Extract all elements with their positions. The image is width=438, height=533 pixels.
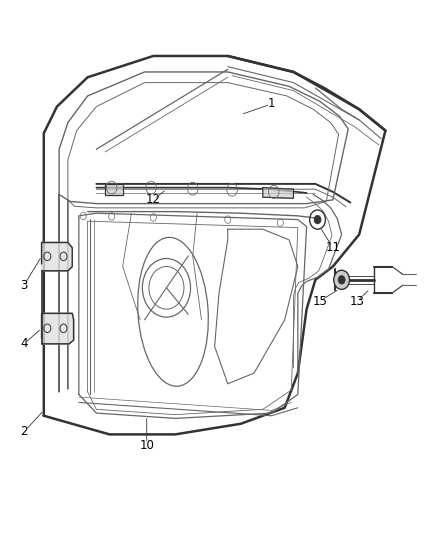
Circle shape bbox=[314, 215, 321, 224]
Text: 12: 12 bbox=[146, 193, 161, 206]
Polygon shape bbox=[42, 313, 74, 344]
Text: 15: 15 bbox=[312, 295, 327, 308]
Circle shape bbox=[334, 270, 350, 289]
Text: 1: 1 bbox=[268, 98, 276, 110]
Polygon shape bbox=[42, 243, 72, 271]
Text: 3: 3 bbox=[21, 279, 28, 292]
Text: 2: 2 bbox=[20, 425, 28, 438]
Circle shape bbox=[338, 276, 345, 284]
Text: 11: 11 bbox=[325, 241, 340, 254]
Polygon shape bbox=[263, 188, 293, 198]
Polygon shape bbox=[105, 184, 123, 195]
Text: 4: 4 bbox=[20, 337, 28, 350]
Text: 13: 13 bbox=[350, 295, 364, 308]
Text: 10: 10 bbox=[139, 439, 154, 451]
